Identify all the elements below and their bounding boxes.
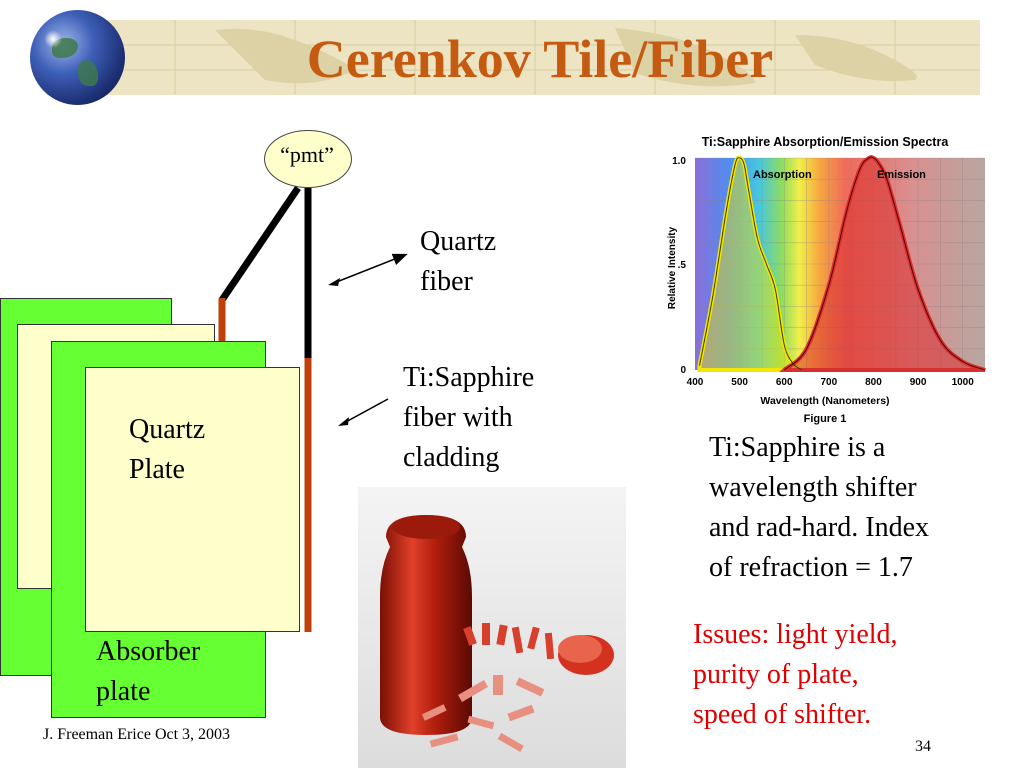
x-tick-label: 1000 (952, 377, 975, 388)
sapphire-fiber-label: Ti:Sapphire fiber with cladding (403, 358, 534, 478)
x-tick-label: 600 (776, 377, 793, 388)
sapphire-fiber-arrow (343, 398, 389, 424)
text-line: of refraction = 1.7 (709, 552, 913, 583)
x-tick-label: 400 (687, 377, 704, 388)
x-tick-label: 900 (910, 377, 927, 388)
text-line: Ti:Sapphire is a (709, 432, 886, 463)
sapphire-fibers (421, 623, 555, 752)
arrowhead (338, 417, 349, 426)
issues-text: Issues: light yield, purity of plate, sp… (693, 615, 898, 735)
boule-top (392, 515, 460, 539)
x-tick-label: 800 (865, 377, 882, 388)
slide-title: Cerenkov Tile/Fiber (306, 29, 774, 89)
label-line: plate (96, 676, 151, 707)
globe-highlight (44, 30, 62, 48)
pmt-label: “pmt” (280, 142, 334, 167)
text-line: purity of plate, (693, 659, 859, 690)
globe-land (78, 60, 98, 86)
quartz-plate-label: Quartz Plate (129, 410, 205, 490)
x-axis-ticks: 400 500 600 700 800 900 1000 (687, 377, 975, 388)
absorption-label: Absorption (753, 169, 812, 181)
quartz-plate-front (85, 367, 300, 632)
y-tick-label: 1.0 (672, 156, 686, 167)
sapphire-photo (358, 487, 626, 768)
pmt-ellipse (264, 130, 352, 188)
label-line: Quartz (129, 414, 206, 445)
quartz-fiber-diagonal (219, 186, 301, 302)
emission-outline (783, 156, 986, 371)
x-axis-label: Wavelength (Nanometers) (760, 395, 889, 407)
y-axis-label: Relative Intensity (667, 226, 678, 309)
emission-label: Emission (877, 169, 926, 181)
x-tick-label: 500 (731, 377, 748, 388)
figure-caption: Figure 1 (804, 413, 847, 425)
absorber-plate-label: Absorber plate (96, 632, 200, 712)
y-tick-label: .5 (678, 260, 687, 271)
footer-author: J. Freeman Erice Oct 3, 2003 (43, 726, 231, 743)
label-line: Plate (129, 454, 185, 485)
sapphire-boule (380, 515, 472, 735)
globe-logo (30, 10, 125, 105)
label-line: fiber with (403, 402, 513, 433)
page-number: 34 (915, 738, 931, 755)
text-line: speed of shifter. (693, 699, 872, 730)
text-line: wavelength shifter (709, 472, 917, 503)
label-line: cladding (403, 442, 500, 473)
spectra-figure: Ti:Sapphire Absorption/Emission Spectra … (667, 135, 986, 425)
text-line: and rad-hard. Index (709, 512, 930, 543)
map-background (95, 20, 980, 95)
y-tick-label: 0 (680, 365, 686, 376)
label-line: Absorber (96, 636, 201, 667)
label-line: Ti:Sapphire (403, 362, 535, 393)
label-line: Quartz (420, 226, 497, 257)
quartz-fiber-label: Quartz fiber (420, 222, 496, 302)
quartz-fiber-arrow (333, 253, 408, 284)
arrowhead (328, 278, 340, 286)
x-tick-label: 700 (821, 377, 838, 388)
figure-title: Ti:Sapphire Absorption/Emission Spectra (702, 135, 950, 149)
absorption-outline (698, 157, 803, 371)
text-line: Issues: light yield, (693, 619, 898, 650)
callout-arrows (328, 253, 408, 426)
description-text: Ti:Sapphire is a wavelength shifter and … (709, 428, 929, 588)
label-line: fiber (420, 266, 473, 297)
